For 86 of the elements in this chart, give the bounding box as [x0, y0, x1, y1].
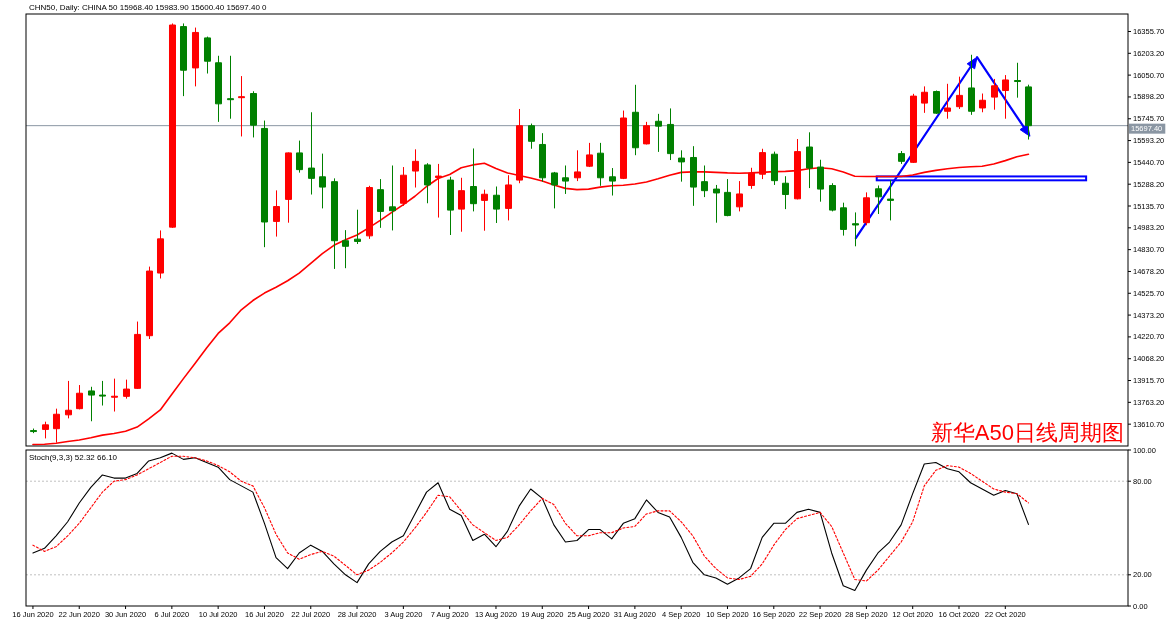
candlestick — [330, 177, 339, 270]
candlestick — [723, 178, 732, 217]
candlestick — [168, 22, 177, 229]
candlestick — [770, 151, 779, 186]
candlestick — [874, 185, 883, 215]
candlestick — [480, 189, 489, 232]
candlestick — [353, 209, 362, 245]
candlestick — [226, 55, 235, 120]
candlestick — [341, 229, 350, 269]
candlestick — [538, 132, 547, 183]
candlestick — [886, 179, 895, 221]
candlestick — [585, 142, 594, 168]
candlestick — [897, 150, 906, 165]
candlestick — [214, 55, 223, 123]
candlestick — [365, 185, 374, 240]
candlestick — [434, 163, 443, 219]
candlestick — [399, 166, 408, 207]
candlestick — [920, 85, 929, 114]
candlestick — [700, 164, 709, 198]
candlestick — [608, 167, 617, 197]
candlestick — [295, 140, 304, 174]
candlestick — [41, 421, 50, 439]
candlestick — [156, 229, 165, 279]
candlestick — [909, 93, 918, 164]
candlestick — [110, 378, 119, 413]
candlestick — [955, 76, 964, 110]
candlestick — [747, 167, 756, 190]
candlestick — [272, 189, 281, 238]
candlestick — [631, 84, 640, 156]
candlestick — [862, 191, 871, 226]
candlestick — [689, 145, 698, 207]
candlestick — [805, 131, 814, 189]
candlestick — [1013, 62, 1022, 99]
candlestick — [179, 22, 188, 97]
candlestick — [284, 151, 293, 224]
candlestick — [561, 164, 570, 195]
candlestick — [122, 379, 131, 400]
candlestick — [642, 121, 651, 145]
candlestick — [203, 36, 212, 75]
candlestick — [504, 174, 513, 221]
candlestick — [1001, 74, 1010, 120]
candlestick — [260, 120, 269, 248]
candlestick — [29, 428, 38, 434]
annotation: 新华A50日线周期图 — [930, 420, 1124, 445]
candlestick — [318, 153, 327, 209]
candlestick — [990, 78, 999, 111]
candlestick — [307, 111, 316, 196]
candlestick — [781, 175, 790, 210]
candlestick — [573, 149, 582, 182]
candlestick — [133, 321, 142, 390]
candlestick — [457, 177, 466, 233]
candlestick — [64, 380, 73, 419]
chart-title: CHN50, Daily: CHINA 50 15968.40 15983.90 15600.40 15697.40 0 — [29, 3, 268, 12]
candlestick — [527, 123, 536, 150]
candlestick — [677, 149, 686, 183]
candlestick — [388, 164, 397, 231]
candlestick — [619, 110, 628, 180]
candlestick — [851, 211, 860, 247]
candlestick — [145, 266, 154, 340]
candlestick — [376, 178, 385, 229]
candlestick — [735, 180, 744, 212]
candlestick — [1024, 84, 1033, 141]
candlestick — [978, 93, 987, 113]
candlestick — [191, 27, 200, 87]
candlestick — [446, 176, 455, 236]
candlestick — [411, 148, 420, 189]
candlestick — [816, 159, 825, 203]
candlestick — [932, 90, 941, 115]
candlestick — [249, 90, 258, 138]
candlestick — [469, 147, 478, 212]
candlestick — [839, 202, 848, 237]
candlestick — [237, 75, 246, 137]
candlestick — [492, 186, 501, 224]
candlestick — [596, 142, 605, 187]
candlestick — [943, 83, 952, 120]
candlestick — [654, 113, 663, 153]
candlestick — [87, 386, 96, 422]
candlestick — [98, 380, 107, 407]
candlestick — [712, 184, 721, 224]
candlestick — [666, 107, 675, 161]
chart-title: Stoch(9,3,3) 52.32 66.10 — [29, 453, 118, 462]
candlestick — [423, 162, 432, 204]
candlestick — [828, 182, 837, 212]
candlestick — [550, 171, 559, 209]
candlestick — [967, 54, 976, 116]
candlestick — [75, 384, 84, 410]
